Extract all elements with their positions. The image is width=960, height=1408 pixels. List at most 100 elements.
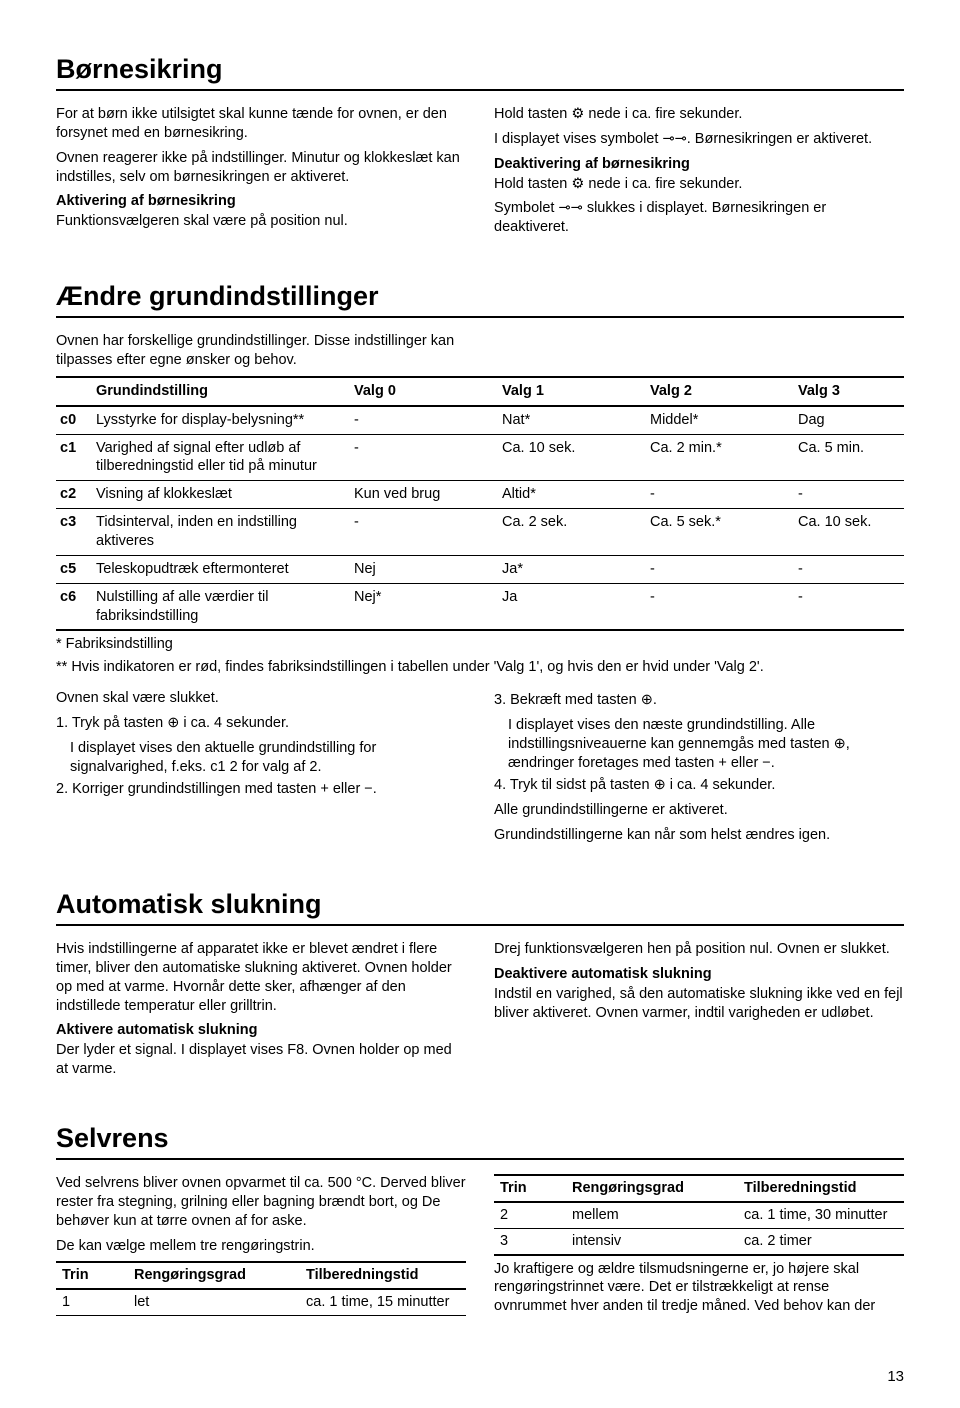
text: I displayet vises den aktuelle grundinds… <box>56 739 466 777</box>
td: 3 <box>494 1228 566 1254</box>
td: Lysstyrke for display-belysning** <box>92 406 350 434</box>
step: 1. Tryk på tasten ⊕ i ca. 4 sekunder. <box>56 714 466 733</box>
td: ca. 1 time, 15 minutter <box>300 1289 466 1315</box>
td: Ca. 5 sek.* <box>646 509 794 556</box>
td: Ca. 2 min.* <box>646 434 794 481</box>
text: Ved selvrens bliver ovnen opvarmet til c… <box>56 1174 466 1231</box>
td: ca. 1 time, 30 minutter <box>738 1202 904 1228</box>
heading-selvrens: Selvrens <box>56 1121 904 1156</box>
td: Ca. 10 sek. <box>498 434 646 481</box>
th: Valg 1 <box>498 377 646 406</box>
td: Altid* <box>498 481 646 509</box>
text: Indstil en varighed, så den automatiske … <box>494 985 904 1023</box>
td: Nulstilling af alle værdier til fabriksi… <box>92 583 350 630</box>
text: Grundindstillingerne kan når som helst æ… <box>494 826 904 845</box>
td: Teleskopudtræk eftermonteret <box>92 555 350 583</box>
th: Rengøringsgrad <box>128 1262 300 1289</box>
td: let <box>128 1289 300 1315</box>
subhead: Deaktivere automatisk slukning <box>494 965 904 984</box>
text: De kan vælge mellem tre rengøringstrin. <box>56 1237 466 1256</box>
footnote: ** Hvis indikatoren er rød, findes fabri… <box>56 658 904 677</box>
text: Ovnen reagerer ikke på indstillinger. Mi… <box>56 149 466 187</box>
step: 2. Korriger grundindstillingen med taste… <box>56 780 466 799</box>
td: c6 <box>56 583 92 630</box>
td: Ca. 2 sek. <box>498 509 646 556</box>
text: Hold tasten ⚙ nede i ca. fire sekunder. <box>494 175 904 194</box>
td: c3 <box>56 509 92 556</box>
td: Middel* <box>646 406 794 434</box>
text: Funktionsvælgeren skal være på position … <box>56 212 466 231</box>
td: Varighed af signal efter udløb af tilber… <box>92 434 350 481</box>
td: - <box>794 555 904 583</box>
th: Trin <box>494 1175 566 1202</box>
selvrens-table-right: Trin Rengøringsgrad Tilberedningstid 2 m… <box>494 1174 904 1256</box>
td: - <box>350 509 498 556</box>
td: Nej <box>350 555 498 583</box>
td: - <box>350 434 498 481</box>
th: Tilberedningstid <box>300 1262 466 1289</box>
key-icon: ⊸⊸ <box>558 200 582 216</box>
td: 2 <box>494 1202 566 1228</box>
td: c1 <box>56 434 92 481</box>
text: Ovnen har forskellige grundindstillinger… <box>56 332 476 370</box>
text: Hold tasten ⚙ nede i ca. fire sekunder. <box>494 105 904 124</box>
text: I displayet vises symbolet ⊸⊸. Børnesikr… <box>494 130 904 149</box>
text: Der lyder et signal. I displayet vises F… <box>56 1041 466 1079</box>
fan-icon: ⚙ <box>571 176 584 192</box>
key-icon: ⊸⊸ <box>662 131 686 147</box>
th: Trin <box>56 1262 128 1289</box>
footnote: * Fabriksindstilling <box>56 635 904 654</box>
text: For at børn ikke utilsigtet skal kunne t… <box>56 105 466 143</box>
clock-icon: ⊕ <box>167 715 179 731</box>
td: Dag <box>794 406 904 434</box>
step: 3. Bekræft med tasten ⊕. <box>494 691 904 710</box>
td: - <box>646 555 794 583</box>
td: - <box>350 406 498 434</box>
th: Grundindstilling <box>92 377 350 406</box>
td: Ja <box>498 583 646 630</box>
td: - <box>646 481 794 509</box>
td: Ja* <box>498 555 646 583</box>
th: Valg 0 <box>350 377 498 406</box>
clock-icon: ⊕ <box>654 777 666 793</box>
rule <box>56 89 904 91</box>
subhead: Aktivering af børnesikring <box>56 192 466 211</box>
heading-grundindstillinger: Ændre grundindstillinger <box>56 279 904 314</box>
th: Tilberedningstid <box>738 1175 904 1202</box>
td: Visning af klokkeslæt <box>92 481 350 509</box>
td: mellem <box>566 1202 738 1228</box>
step: 4. Tryk til sidst på tasten ⊕ i ca. 4 se… <box>494 776 904 795</box>
text: Symbolet ⊸⊸ slukkes i displayet. Børnesi… <box>494 199 904 237</box>
td: Tidsinterval, inden en indstilling aktiv… <box>92 509 350 556</box>
rule <box>56 316 904 318</box>
td: 1 <box>56 1289 128 1315</box>
fan-icon: ⚙ <box>571 106 584 122</box>
th: Valg 2 <box>646 377 794 406</box>
heading-automatisk-slukning: Automatisk slukning <box>56 887 904 922</box>
heading-bornesikring: Børnesikring <box>56 52 904 87</box>
subhead: Aktivere automatisk slukning <box>56 1021 466 1040</box>
text: I displayet vises den næste grundindstil… <box>494 716 904 773</box>
td: Ca. 10 sek. <box>794 509 904 556</box>
td: intensiv <box>566 1228 738 1254</box>
td: Ca. 5 min. <box>794 434 904 481</box>
td: - <box>646 583 794 630</box>
text: Jo kraftigere og ældre tilsmudsningerne … <box>494 1260 904 1317</box>
td: ca. 2 timer <box>738 1228 904 1254</box>
th: Valg 3 <box>794 377 904 406</box>
td: Kun ved brug <box>350 481 498 509</box>
selvrens-table-left: Trin Rengøringsgrad Tilberedningstid 1 l… <box>56 1261 466 1316</box>
page-number: 13 <box>887 1367 904 1387</box>
td: Nat* <box>498 406 646 434</box>
td: c2 <box>56 481 92 509</box>
td: Nej* <box>350 583 498 630</box>
text: Drej funktionsvælgeren hen på position n… <box>494 940 904 959</box>
rule <box>56 924 904 926</box>
text: Ovnen skal være slukket. <box>56 689 466 708</box>
th: Rengøringsgrad <box>566 1175 738 1202</box>
clock-icon: ⊕ <box>641 692 653 708</box>
td: - <box>794 481 904 509</box>
td: c5 <box>56 555 92 583</box>
td: c0 <box>56 406 92 434</box>
settings-table: Grundindstilling Valg 0 Valg 1 Valg 2 Va… <box>56 376 904 631</box>
